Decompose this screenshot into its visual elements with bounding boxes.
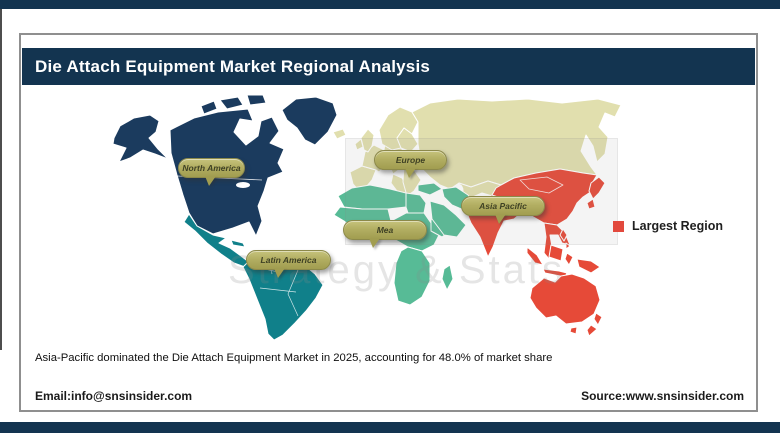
left-edge-line <box>0 0 2 350</box>
top-accent-bar <box>0 0 780 9</box>
landmass-tasmania <box>569 326 578 335</box>
region-label-north-america: North America <box>178 158 245 186</box>
region-label-asia-pacific: Asia Pacific <box>461 196 545 224</box>
landmass-turkey <box>417 182 443 196</box>
region-label-europe: Europe <box>374 150 447 178</box>
landmass-sumatra <box>526 246 544 266</box>
landmass-new-zealand-south <box>586 324 598 337</box>
callout-pointer <box>405 168 416 178</box>
landmass-arctic-island <box>246 94 267 106</box>
landmass-southern-africa <box>393 246 431 306</box>
hudson-bay <box>239 123 252 141</box>
landmass-iceland <box>332 128 347 140</box>
region-label-text: Europe <box>395 155 426 165</box>
summary-note: Asia-Pacific dominated the Die Attach Eq… <box>35 352 553 364</box>
landmass-arctic-island <box>200 100 218 115</box>
callout-pointer <box>495 214 506 224</box>
landmass-sulawesi <box>564 252 574 266</box>
region-label-latin-america: Latin America <box>246 250 331 278</box>
callout-pointer <box>274 268 285 278</box>
border-mongolia <box>519 176 564 194</box>
bottom-accent-bar <box>0 422 780 433</box>
title-bar: Die Attach Equipment Market Regional Ana… <box>22 48 755 85</box>
landmass-russia <box>411 98 622 190</box>
footer-source: Source:www.snsinsider.com <box>581 389 744 403</box>
landmass-scandinavia <box>378 106 419 151</box>
landmass-australia <box>529 273 601 325</box>
region-label-text: Latin America <box>260 255 317 265</box>
legend-swatch-largest-region <box>613 220 624 232</box>
landmass-greenland <box>281 96 338 146</box>
footer-email: Email:info@snsinsider.com <box>35 389 193 403</box>
landmass-uk <box>360 128 375 153</box>
page-title: Die Attach Equipment Market Regional Ana… <box>35 57 431 76</box>
world-map <box>100 88 630 348</box>
content-frame: Die Attach Equipment Market Regional Ana… <box>19 33 758 412</box>
region-label-text: North America <box>182 163 241 173</box>
region-label-mea: Mea <box>343 220 427 248</box>
landmass-new-guinea <box>576 258 601 274</box>
great-lakes <box>236 182 250 188</box>
landmass-cuba <box>230 239 246 248</box>
landmass-madagascar <box>441 264 454 291</box>
landmass-japan-south <box>586 198 596 210</box>
landmass-new-zealand-north <box>593 312 603 326</box>
legend: Largest Region <box>613 219 723 233</box>
landmass-borneo <box>548 244 564 262</box>
region-label-text: Asia Pacific <box>479 201 527 211</box>
landmass-japan <box>588 176 606 200</box>
region-label-text: Mea <box>376 225 394 235</box>
landmass-arabian-peninsula <box>429 200 467 238</box>
landmass-ireland <box>354 138 364 151</box>
landmass-alaska <box>112 114 169 163</box>
callout-pointer <box>205 176 216 186</box>
landmass-arctic-island <box>219 96 244 110</box>
landmass-philippines-south <box>565 242 571 250</box>
landmass-philippines <box>559 228 568 242</box>
legend-label: Largest Region <box>632 219 723 233</box>
callout-pointer <box>369 238 380 248</box>
